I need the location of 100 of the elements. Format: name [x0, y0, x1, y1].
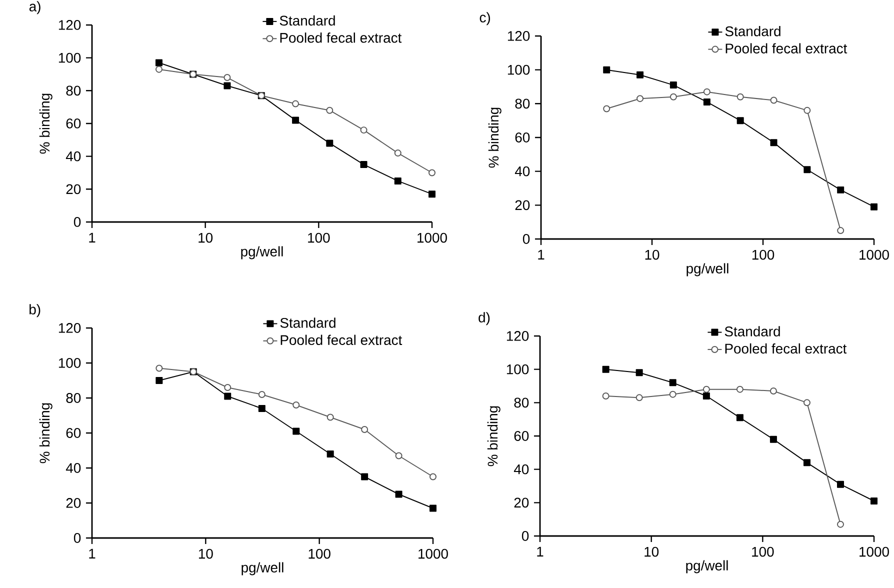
x-axis-title: pg/well — [242, 562, 284, 576]
point — [636, 71, 644, 78]
point — [360, 126, 368, 134]
point — [770, 139, 778, 146]
x-tick-label: 100 — [752, 250, 774, 260]
point — [770, 436, 777, 443]
point — [155, 59, 162, 66]
legend-label: Pooled fecal extract — [725, 343, 847, 354]
x-tick-label: 1 — [89, 232, 96, 242]
legend-label: Standard — [724, 326, 780, 336]
point — [360, 161, 368, 168]
y-tick-label: 20 — [514, 498, 529, 508]
point — [292, 100, 300, 108]
y-tick-label: 60 — [66, 118, 81, 128]
point — [156, 364, 163, 372]
point — [603, 105, 610, 112]
y-tick-label: 40 — [514, 464, 529, 474]
point — [224, 392, 232, 400]
point — [636, 369, 643, 376]
point — [258, 390, 266, 398]
x-axis-title: pg/well — [686, 263, 728, 276]
point — [702, 392, 710, 400]
point — [602, 366, 610, 373]
point — [428, 169, 436, 176]
point — [394, 177, 402, 184]
point — [803, 459, 810, 466]
point — [837, 227, 844, 234]
point — [326, 140, 334, 147]
point — [292, 428, 300, 435]
y-tick-label: 120 — [506, 331, 529, 341]
point — [292, 401, 300, 408]
point — [224, 384, 232, 391]
point — [837, 186, 844, 194]
x-tick-label: 10 — [198, 232, 213, 243]
y-tick-label: 20 — [66, 498, 81, 508]
y-tick-label: 80 — [66, 393, 81, 403]
x-tick-label: 1 — [538, 250, 544, 260]
point — [804, 106, 811, 114]
point — [156, 376, 163, 384]
y-tick-label: 20 — [66, 184, 81, 194]
point — [395, 490, 402, 498]
point — [803, 399, 810, 406]
point — [636, 95, 644, 102]
y-tick-label: 20 — [515, 200, 530, 210]
point — [326, 414, 334, 421]
y-tick-label: 60 — [515, 132, 530, 142]
y-tick-label: 100 — [506, 364, 529, 374]
chart-title: b) — [30, 304, 40, 318]
y-axis-title: % binding — [39, 94, 52, 154]
legend-label: Pooled fecal extract — [280, 334, 402, 346]
point — [603, 66, 610, 74]
point — [669, 379, 676, 386]
x-tick-label: 10 — [644, 546, 659, 557]
point — [870, 203, 878, 210]
point — [224, 74, 231, 82]
point — [394, 150, 402, 157]
point — [703, 98, 710, 106]
point — [428, 190, 436, 198]
point — [870, 498, 878, 504]
x-tick-label: 10 — [645, 250, 660, 260]
point — [258, 404, 266, 412]
point — [770, 96, 778, 104]
point — [736, 117, 744, 124]
y-tick-label: 120 — [58, 323, 81, 333]
y-tick-label: 0 — [522, 531, 529, 541]
legend-label: Pooled fecal extract — [280, 32, 402, 43]
point — [669, 390, 676, 398]
point — [602, 392, 610, 400]
point — [224, 82, 231, 90]
x-tick-label: 100 — [308, 232, 330, 243]
point — [155, 66, 162, 73]
x-axis-title: pg/well — [241, 246, 283, 260]
y-axis-title: % binding — [39, 403, 52, 464]
point — [636, 394, 643, 402]
chart-title: d) — [478, 312, 490, 326]
x-tick-label: 1000 — [418, 548, 448, 559]
point — [836, 480, 844, 488]
point — [430, 504, 436, 512]
y-tick-label: 60 — [66, 428, 81, 438]
legend-label: Pooled fecal extract — [726, 43, 848, 54]
point — [395, 452, 402, 460]
y-tick-label: 120 — [508, 31, 530, 41]
y-tick-label: 40 — [514, 166, 530, 176]
y-tick-label: 100 — [58, 358, 81, 368]
chart-title: c) — [480, 12, 490, 26]
x-tick-label: 1 — [537, 546, 544, 556]
legend-label: Standard — [280, 15, 335, 26]
y-tick-label: 60 — [514, 431, 529, 441]
legend-label: Standard — [280, 318, 336, 328]
point — [804, 166, 811, 174]
y-tick-label: 100 — [508, 64, 530, 75]
y-tick-label: 0 — [74, 533, 81, 543]
point — [736, 93, 744, 100]
point — [326, 106, 334, 114]
legend-label: Standard — [725, 26, 780, 36]
point — [326, 450, 334, 458]
x-axis-title: pg/well — [686, 560, 728, 574]
y-axis-title: % binding — [488, 108, 502, 168]
y-tick-label: 0 — [74, 217, 81, 227]
point — [670, 93, 677, 100]
